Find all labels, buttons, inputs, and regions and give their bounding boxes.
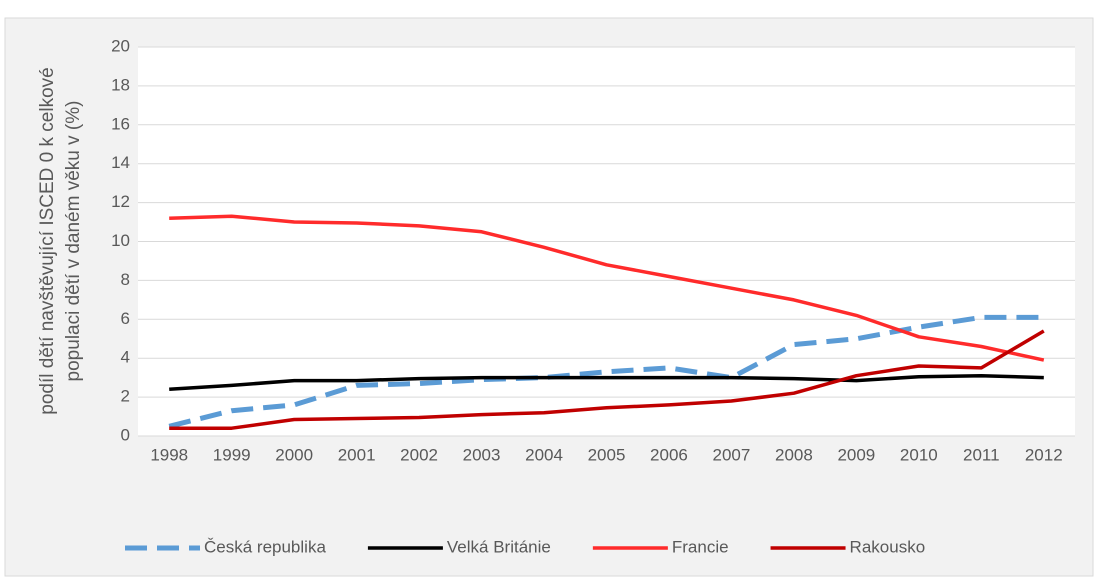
- x-tick-label: 2011: [963, 445, 1000, 464]
- x-tick-label: 2001: [338, 445, 376, 464]
- legend-label: Rakousko: [850, 537, 926, 556]
- x-tick-label: 2002: [400, 445, 438, 464]
- series-line: [169, 373, 1044, 392]
- x-tick-label: 2008: [775, 445, 813, 464]
- y-tick-label: 2: [121, 387, 130, 406]
- legend-label: Česká republika: [204, 537, 326, 556]
- x-tick-label: 2007: [713, 445, 751, 464]
- x-tick-label: 2009: [837, 445, 875, 464]
- x-tick-label: 1998: [150, 445, 188, 464]
- y-tick-label: 20: [111, 36, 130, 55]
- y-axis-label: populaci dětí v daném věku v (%): [63, 101, 84, 382]
- y-tick-label: 18: [111, 75, 130, 94]
- y-tick-label: 10: [111, 231, 130, 250]
- y-tick-label: 12: [111, 192, 130, 211]
- x-tick-label: 2010: [900, 445, 938, 464]
- y-tick-label: 14: [111, 153, 130, 172]
- x-tick-label: 2000: [275, 445, 313, 464]
- legend-label: Velká Británie: [447, 537, 551, 556]
- x-tick-label: 2004: [525, 445, 563, 464]
- x-tick-label: 2005: [588, 445, 626, 464]
- series-line: [169, 329, 1045, 430]
- x-tick-label: 2006: [650, 445, 688, 464]
- y-tick-label: 16: [111, 114, 130, 133]
- x-tick-label: 2003: [463, 445, 501, 464]
- y-tick-label: 6: [121, 309, 130, 328]
- x-tick-label: 2012: [1025, 445, 1063, 464]
- y-tick-label: 4: [121, 348, 130, 367]
- y-tick-label: 0: [121, 425, 130, 444]
- y-tick-label: 8: [121, 270, 130, 289]
- y-axis-label: podíl dětí navštěvující ISCED 0 k celkov…: [37, 67, 58, 414]
- legend-label: Francie: [672, 537, 729, 556]
- series-line: [169, 214, 1045, 362]
- x-tick-label: 1999: [213, 445, 251, 464]
